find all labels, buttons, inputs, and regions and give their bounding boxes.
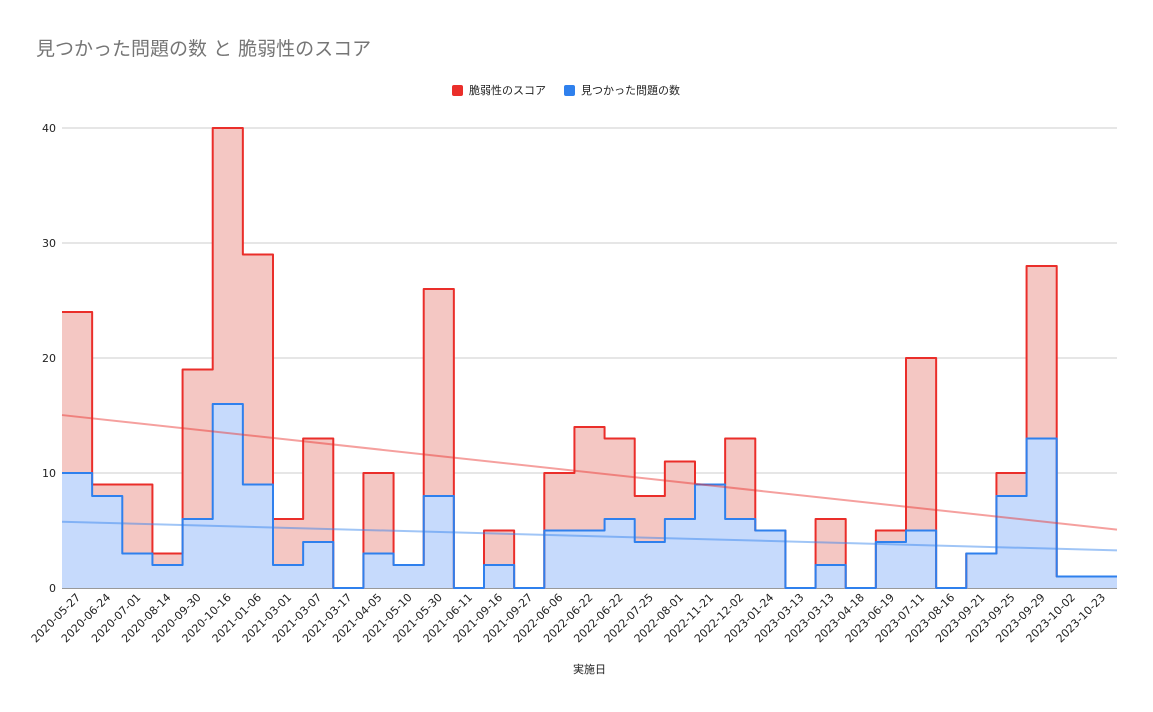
y-tick-label: 30 [42,237,56,250]
legend-label-score: 脆弱性のスコア [469,84,546,97]
legend-label-issues: 見つかった問題の数 [581,84,680,97]
trendline-series-0 [61,414,1118,531]
y-tick-label: 10 [42,467,56,480]
trendline-series-1 [61,520,1118,552]
area-fill-series-0 [62,128,1117,588]
y-tick-label: 0 [49,582,56,595]
legend-swatch-issues [564,84,575,96]
legend-item-issues[interactable]: 見つかった問題の数 [564,82,680,98]
legend-item-score[interactable]: 脆弱性のスコア [452,82,546,98]
chart-title: 見つかった問題の数 と 脆弱性のスコア [36,38,372,60]
step-line-series-1 [62,403,1117,589]
y-tick-label: 20 [42,352,56,365]
step-line-series-0 [62,127,1117,589]
legend-swatch-score [452,84,463,96]
legend: 脆弱性のスコア 見つかった問題の数 [452,82,680,98]
x-axis-title: 実施日 [573,662,606,676]
y-tick-label: 40 [42,122,56,135]
